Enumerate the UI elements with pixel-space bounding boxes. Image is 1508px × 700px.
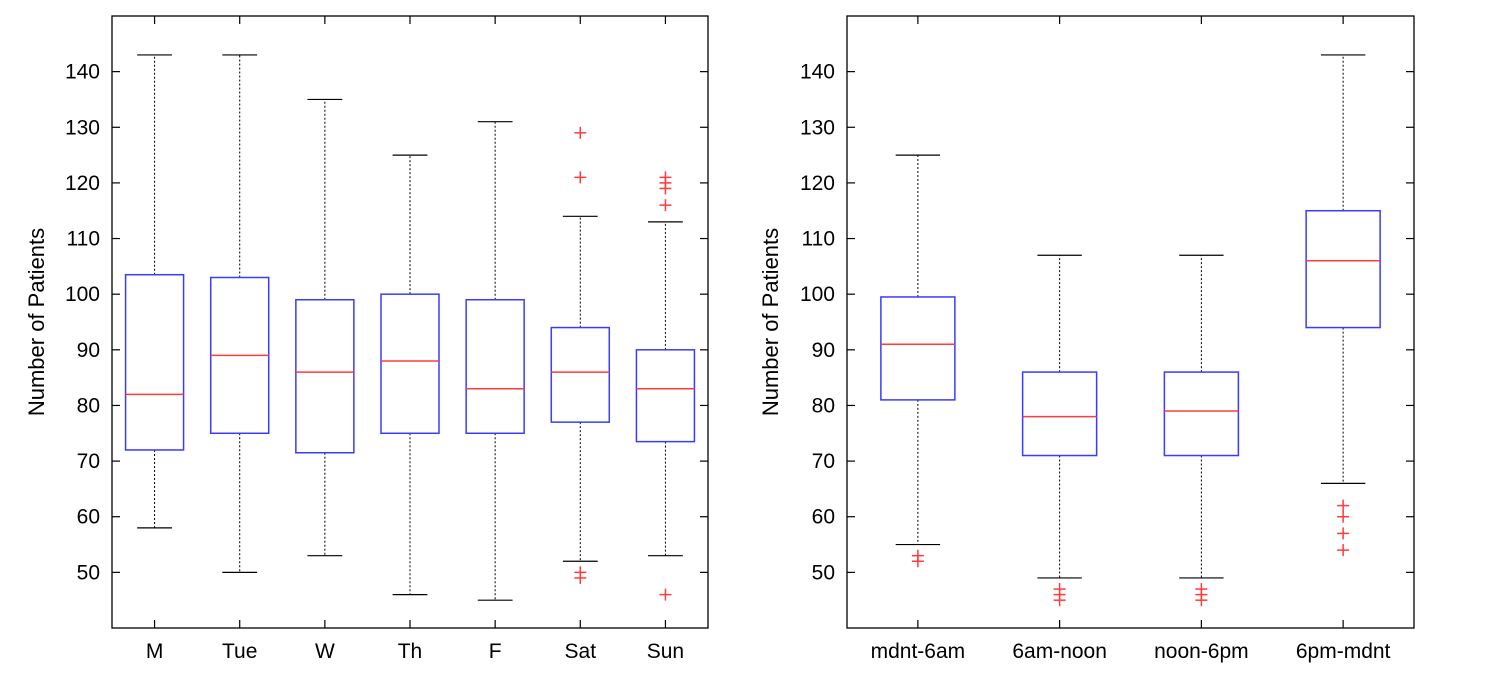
iqr-box	[124, 273, 185, 451]
outlier-marker	[1337, 544, 1350, 557]
y-tick-label: 130	[65, 116, 100, 139]
y-tick-label: 60	[77, 506, 100, 529]
x-tick-label: mdnt-6am	[871, 640, 966, 663]
outlier-marker	[574, 171, 587, 184]
y-tick-label: 80	[812, 394, 835, 417]
outlier-marker	[659, 171, 672, 184]
y-tick-label: 90	[812, 339, 835, 362]
iqr-box	[295, 298, 355, 454]
y-tick-label: 120	[800, 172, 835, 195]
outlier-marker	[1195, 583, 1208, 596]
y-tick-label: 70	[812, 450, 835, 473]
y-axis-label: Number of Patients	[24, 228, 49, 416]
x-tick-label: Sat	[565, 640, 597, 663]
y-tick-label: 100	[800, 283, 835, 306]
plot-frame	[111, 15, 709, 629]
x-tick-label: 6pm-mdnt	[1296, 640, 1391, 663]
y-tick-label: 110	[67, 228, 100, 251]
outlier-marker	[1337, 499, 1350, 512]
iqr-box	[635, 349, 696, 443]
y-tick-label: 70	[77, 450, 100, 473]
x-tick-label: Tue	[222, 640, 257, 663]
x-tick-label: Sun	[647, 640, 684, 663]
outlier-marker	[1337, 510, 1350, 523]
x-tick-label: noon-6pm	[1154, 640, 1249, 663]
y-tick-label: 140	[65, 61, 100, 84]
outlier-marker	[911, 549, 924, 562]
iqr-box	[1163, 371, 1240, 457]
y-tick-label: 110	[802, 228, 835, 251]
iqr-box	[880, 296, 956, 401]
right-panel-time-of-day: 50 60 70 80 90 100 110 120 130 140 Number of Patie…	[758, 15, 1415, 663]
y-tick-label: 120	[65, 172, 100, 195]
y-tick-label: 60	[812, 506, 835, 529]
outlier-marker	[1053, 583, 1066, 596]
outlier-marker	[574, 566, 587, 579]
iqr-box	[1021, 371, 1098, 457]
outlier-marker	[659, 588, 672, 601]
iqr-box	[380, 293, 440, 435]
y-tick-label: 50	[77, 561, 100, 584]
plot-frame	[846, 15, 1415, 629]
x-tick-label: Th	[398, 640, 423, 663]
left-panel-weekday: 50 60 70 80 90 100 110 120 130 140 Number of Patie…	[24, 15, 709, 663]
y-axis-label: Number of Patients	[758, 228, 783, 416]
outlier-marker	[1337, 527, 1350, 540]
iqr-box	[550, 326, 611, 423]
x-tick-label: W	[315, 640, 335, 663]
outlier-marker	[659, 199, 672, 212]
y-tick-label: 100	[65, 283, 100, 306]
y-tick-label: 90	[77, 339, 100, 362]
iqr-box	[465, 298, 525, 435]
outlier-marker	[574, 126, 587, 139]
y-tick-label: 80	[77, 394, 100, 417]
x-tick-label: F	[489, 640, 502, 663]
y-tick-label: 130	[800, 116, 835, 139]
y-tick-label: 50	[812, 561, 835, 584]
iqr-box	[1305, 209, 1381, 329]
x-tick-label: M	[146, 640, 164, 663]
y-tick-label: 140	[800, 61, 835, 84]
x-tick-label: 6am-noon	[1012, 640, 1107, 663]
